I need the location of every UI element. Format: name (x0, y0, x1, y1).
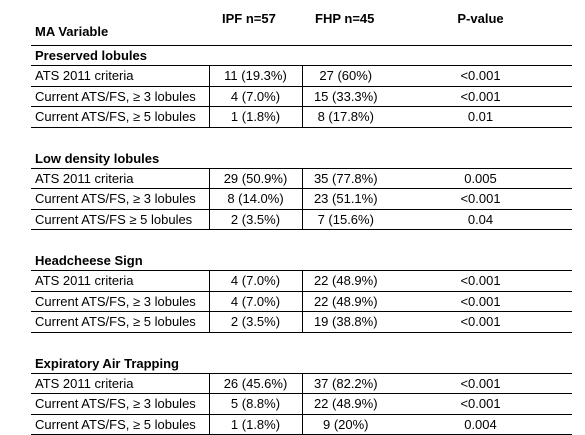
section-spacer (31, 230, 572, 252)
table-row: ATS 2011 criteria 4 (7.0%) 22 (48.9%) <0.00… (31, 270, 572, 292)
p-value: <0.001 (389, 373, 572, 394)
ipf-value: 4 (7.0%) (209, 86, 303, 107)
section-title: Expiratory Air Trapping (31, 353, 572, 374)
fhp-value: 22 (48.9%) (302, 393, 389, 415)
fhp-value: 37 (82.2%) (302, 373, 389, 394)
p-value: <0.001 (389, 65, 572, 87)
table-header-row: MA Variable IPF n=57 FHP n=45 P-value (31, 4, 572, 46)
fhp-value: 35 (77.8%) (302, 168, 389, 189)
row-label: ATS 2011 criteria (31, 65, 210, 87)
p-value: <0.001 (389, 291, 572, 312)
ipf-value: 26 (45.6%) (209, 373, 303, 394)
table-row: ATS 2011 criteria 11 (19.3%) 27 (60%) <0.00… (31, 65, 572, 87)
section-title: Low density lobules (31, 148, 572, 169)
column-header-ipf: IPF n=57 (209, 4, 302, 46)
table-row: ATS 2011 criteria 29 (50.9%) 35 (77.8%) 0.0… (31, 168, 572, 189)
fhp-value: 15 (33.3%) (302, 86, 389, 107)
section-header-row: Preserved lobules (31, 45, 572, 66)
row-label: Current ATS/FS, ≥ 5 lobules (31, 311, 210, 333)
ipf-value: 29 (50.9%) (209, 168, 303, 189)
ipf-value: 4 (7.0%) (209, 270, 303, 292)
table-row: Current ATS/FS, ≥ 3 lobules 5 (8.8%) 22 (4… (31, 393, 572, 415)
fhp-value: 27 (60%) (302, 65, 389, 87)
p-value: <0.001 (389, 393, 572, 415)
section-title: Headcheese Sign (31, 251, 572, 271)
ipf-value: 4 (7.0%) (209, 291, 303, 312)
p-value: <0.001 (389, 270, 572, 292)
row-label: Current ATS/FS, ≥ 3 lobules (31, 86, 210, 107)
ipf-value: 2 (3.5%) (209, 209, 303, 230)
row-label: Current ATS/FS, ≥ 3 lobules (31, 393, 210, 415)
table-row: Current ATS/FS, ≥ 3 lobules 4 (7.0%) 15 (3… (31, 86, 572, 107)
section-header-row: Low density lobules (31, 148, 572, 169)
section-header-row: Headcheese Sign (31, 251, 572, 271)
section-title: Preserved lobules (31, 45, 572, 66)
row-label: Current ATS/FS, ≥ 5 lobules (31, 414, 210, 435)
row-label: Current ATS/FS, ≥ 3 lobules (31, 291, 210, 312)
table-row: Current ATS/FS, ≥ 5 lobules 1 (1.8%) 9 (20… (31, 414, 572, 435)
table-row: Current ATS/FS, ≥ 5 lobules 1 (1.8%) 8 (17… (31, 106, 572, 128)
p-value: <0.001 (389, 86, 572, 107)
row-label: ATS 2011 criteria (31, 168, 210, 189)
table-body: Preserved lobules ATS 2011 criteria 11 (19… (31, 45, 572, 435)
table-row: ATS 2011 criteria 26 (45.6%) 37 (82.2%) <0.… (31, 373, 572, 394)
ipf-value: 2 (3.5%) (209, 311, 303, 333)
table-row: Current ATS/FS, ≥ 3 lobules 4 (7.0%) 22 (4… (31, 291, 572, 312)
column-header-fhp: FHP n=45 (302, 4, 389, 46)
section-spacer (31, 332, 572, 354)
fhp-value: 9 (20%) (302, 414, 389, 435)
results-table: MA Variable IPF n=57 FHP n=45 P-value Pr… (31, 4, 572, 435)
ipf-value: 8 (14.0%) (209, 188, 303, 210)
fhp-value: 22 (48.9%) (302, 270, 389, 292)
ipf-value: 1 (1.8%) (209, 106, 303, 128)
ipf-value: 5 (8.8%) (209, 393, 303, 415)
fhp-value: 8 (17.8%) (302, 106, 389, 128)
p-value: 0.005 (389, 168, 572, 189)
p-value: 0.04 (389, 209, 572, 230)
row-label: ATS 2011 criteria (31, 373, 210, 394)
section-header-row: Expiratory Air Trapping (31, 353, 572, 374)
row-label: Current ATS/FS, ≥ 5 lobules (31, 106, 210, 128)
table-row: Current ATS/FS, ≥ 5 lobules 2 (3.5%) 19 (3… (31, 311, 572, 333)
table-row: Current ATS/FS, ≥ 3 lobules 8 (14.0%) 23 (… (31, 188, 572, 210)
column-header-pvalue: P-value (389, 4, 572, 46)
fhp-value: 7 (15.6%) (302, 209, 389, 230)
row-label: Current ATS/FS, ≥ 3 lobules (31, 188, 210, 210)
spacer-cell (31, 127, 572, 149)
p-value: 0.004 (389, 414, 572, 435)
row-label: Current ATS/FS ≥ 5 lobules (31, 209, 210, 230)
fhp-value: 19 (38.8%) (302, 311, 389, 333)
p-value: <0.001 (389, 188, 572, 210)
spacer-cell (31, 230, 572, 252)
section-spacer (31, 127, 572, 149)
table-row: Current ATS/FS ≥ 5 lobules 2 (3.5%) 7 (15.… (31, 209, 572, 230)
results-table-container: MA Variable IPF n=57 FHP n=45 P-value Pr… (31, 4, 572, 435)
p-value: <0.001 (389, 311, 572, 333)
ipf-value: 1 (1.8%) (209, 414, 303, 435)
fhp-value: 22 (48.9%) (302, 291, 389, 312)
row-label: ATS 2011 criteria (31, 270, 210, 292)
ipf-value: 11 (19.3%) (209, 65, 303, 87)
column-header-variable: MA Variable (31, 4, 209, 46)
fhp-value: 23 (51.1%) (302, 188, 389, 210)
p-value: 0.01 (389, 106, 572, 128)
spacer-cell (31, 332, 572, 354)
